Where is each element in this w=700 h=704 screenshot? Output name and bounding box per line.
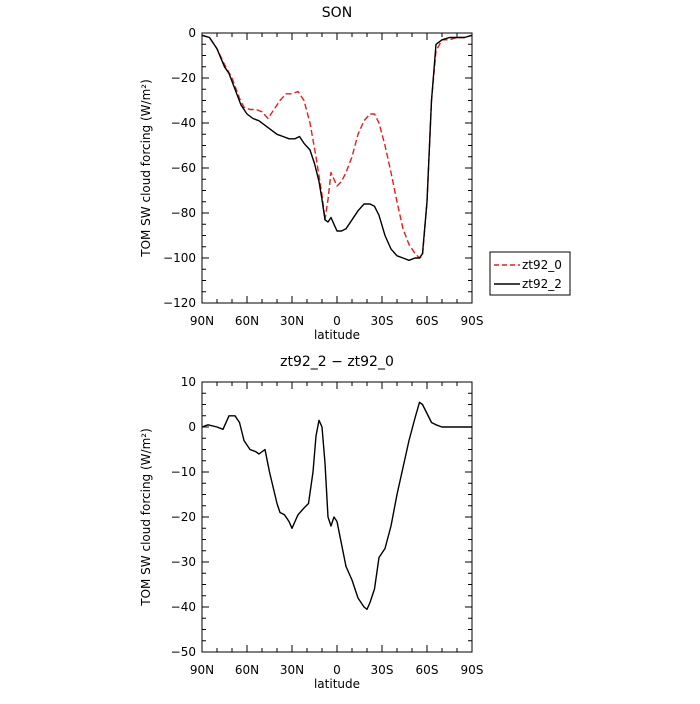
- y-tick-label: −40: [171, 600, 196, 614]
- y-tick-label: −100: [163, 251, 196, 265]
- x-tick-label: 90S: [461, 314, 484, 328]
- series-line-diff-0: [201, 401, 472, 610]
- x-tick-label: 90S: [461, 663, 484, 677]
- x-axis-label: latitude: [314, 328, 360, 342]
- x-tick-label: 30N: [280, 314, 304, 328]
- x-tick-label: 30S: [371, 314, 394, 328]
- y-tick-label: −60: [171, 161, 196, 175]
- x-tick-label: 60S: [416, 663, 439, 677]
- legend-label-zt92_2: zt92_2: [522, 277, 562, 291]
- chart-title: SON: [322, 5, 352, 21]
- y-tick-label: −80: [171, 206, 196, 220]
- x-tick-label: 60N: [235, 314, 259, 328]
- y-axis-label: TOM SW cloud forcing (W/m²): [139, 79, 153, 258]
- x-tick-label: 60N: [235, 663, 259, 677]
- legend-label-zt92_0: zt92_0: [522, 258, 562, 272]
- y-tick-label: −40: [171, 116, 196, 130]
- x-tick-label: 30S: [371, 663, 394, 677]
- chart-title: zt92_2 − zt92_0: [280, 354, 394, 370]
- y-tick-label: −50: [171, 645, 196, 659]
- x-tick-label: 90N: [190, 663, 214, 677]
- x-axis-label: latitude: [314, 677, 360, 691]
- series-line-zt92_0: [201, 34, 473, 259]
- y-tick-label: −10: [171, 465, 196, 479]
- y-tick-label: 10: [181, 375, 196, 389]
- x-tick-label: 60S: [416, 314, 439, 328]
- x-tick-label: 0: [333, 314, 341, 328]
- y-tick-label: −120: [163, 296, 196, 310]
- y-tick-label: −30: [171, 555, 196, 569]
- x-tick-label: 30N: [280, 663, 304, 677]
- plot-frame: [201, 32, 473, 304]
- x-tick-label: 90N: [190, 314, 214, 328]
- y-tick-label: 0: [188, 26, 196, 40]
- y-tick-label: 0: [188, 420, 196, 434]
- bottom-panel: 10 0 −10 −20 −30 −40 −50 90N 60N 30N 0 30S 60S 90S zt9…: [139, 354, 483, 691]
- legend: zt92_0 zt92_2: [489, 251, 571, 296]
- top-panel: 0 −20 −40 −60 −80 −100 −120 90N 60N 30N 0 30S 60S 90S…: [139, 5, 483, 342]
- y-tick-label: −20: [171, 71, 196, 85]
- x-tick-label: 0: [333, 663, 341, 677]
- series-line-zt92_2: [201, 34, 473, 261]
- y-axis-label: TOM SW cloud forcing (W/m²): [139, 428, 153, 607]
- y-tick-label: −20: [171, 510, 196, 524]
- legend-box: [489, 251, 571, 296]
